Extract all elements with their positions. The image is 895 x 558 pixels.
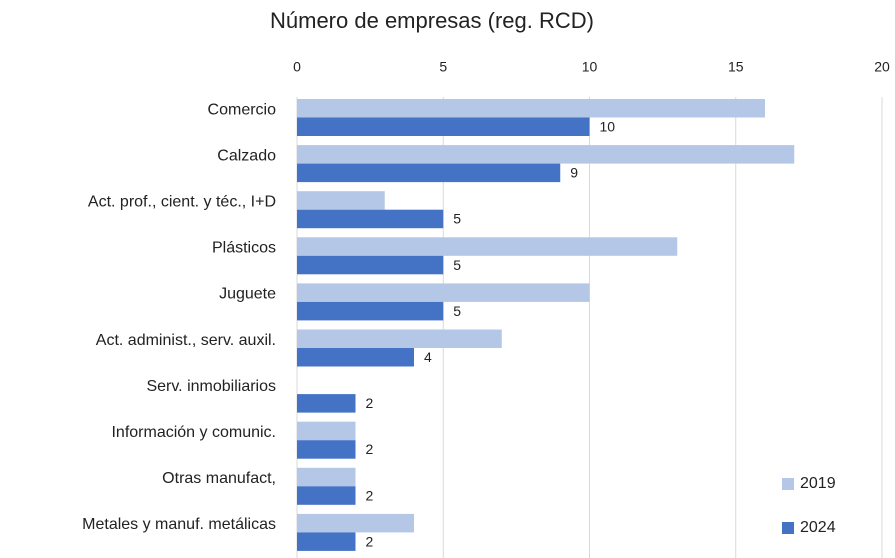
data-label: 5 (453, 257, 461, 273)
x-tick-label: 15 (728, 59, 744, 75)
bar (297, 421, 356, 441)
bar (297, 394, 356, 413)
data-label: 4 (424, 349, 432, 365)
y-tick-label: Serv. inmobiliarios (146, 378, 276, 395)
y-tick-label: Comercio (208, 101, 277, 118)
y-tick-label: Información y comunic. (111, 424, 276, 441)
legend-label: 2024 (800, 519, 836, 536)
data-label: 5 (453, 211, 461, 227)
y-tick-label: Otras manufact, (162, 470, 276, 487)
bar (297, 191, 385, 210)
bar (297, 117, 590, 136)
bar (297, 440, 356, 459)
bar (297, 513, 414, 533)
data-label: 2 (366, 441, 374, 457)
y-tick-label: Act. prof., cient. y téc., I+D (88, 194, 276, 211)
bar (297, 283, 590, 302)
bar (297, 467, 356, 487)
data-label: 5 (453, 303, 461, 319)
bar (297, 486, 356, 505)
bar (297, 348, 414, 367)
data-label: 10 (600, 118, 616, 134)
data-label: 2 (366, 533, 374, 549)
bar (297, 237, 678, 256)
data-label: 9 (570, 165, 578, 181)
data-label: 2 (366, 395, 374, 411)
x-tick-label: 5 (439, 59, 447, 75)
y-tick-label: Metales y manuf. metálicas (82, 516, 276, 533)
legend-swatch (782, 522, 794, 534)
data-label: 2 (366, 487, 374, 503)
y-tick-label: Juguete (219, 286, 276, 303)
bar (297, 209, 444, 229)
bar (297, 532, 356, 551)
bar (297, 301, 444, 321)
x-tick-label: 0 (293, 59, 301, 75)
legend-label: 2019 (800, 475, 836, 492)
y-tick-label: Plásticos (212, 240, 276, 257)
bar (297, 99, 765, 118)
bar (297, 329, 502, 348)
bar (297, 145, 795, 164)
legend-swatch (782, 478, 794, 490)
x-tick-label: 10 (582, 59, 598, 75)
x-tick-label: 20 (874, 59, 890, 75)
bar (297, 255, 444, 275)
bar (297, 163, 561, 183)
y-tick-label: Act. administ., serv. auxil. (96, 332, 276, 349)
y-tick-label: Calzado (217, 147, 276, 164)
chart-title: Número de empresas (reg. RCD) (270, 8, 594, 33)
